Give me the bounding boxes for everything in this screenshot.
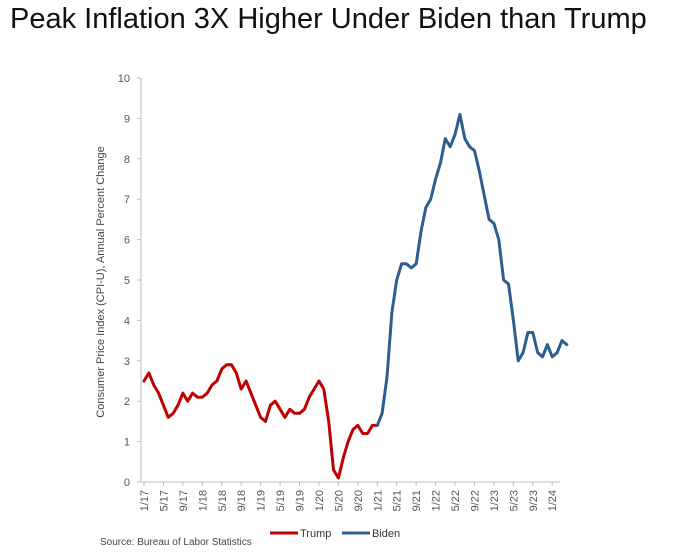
source-note: Source: Bureau of Labor Statistics: [100, 537, 252, 548]
y-axis-label: Consumer Price Index (CPI-U), Annual Per…: [95, 146, 107, 417]
x-tick-label: 9/17: [178, 490, 190, 511]
x-tick-label: 1/18: [197, 490, 209, 511]
series-line-trump: [142, 363, 379, 480]
y-tick-label: 9: [124, 113, 130, 125]
x-tick-label: 5/22: [450, 490, 462, 511]
x-tick-label: 9/18: [236, 490, 248, 511]
y-tick-label: 0: [124, 477, 130, 489]
x-tick-label: 9/23: [528, 490, 540, 511]
y-tick-label: 6: [124, 235, 130, 247]
series-lines: [142, 112, 569, 480]
x-tick-labels: 1/17 5/17 9/17 1/18 5/18 9/18 1/19 5/19 9/19 1/20…: [139, 482, 559, 511]
legend: Trump Biden: [270, 528, 400, 540]
x-tick-label: 9/20: [353, 490, 365, 511]
y-tick-label: 8: [124, 154, 130, 166]
legend-label-biden: Biden: [372, 528, 400, 540]
x-tick-label: 1/24: [547, 490, 559, 511]
x-tick-label: 1/21: [372, 490, 384, 511]
y-tick-label: 10: [118, 73, 130, 85]
x-tick-label: 9/21: [411, 490, 423, 511]
x-tick-label: 5/19: [275, 490, 287, 511]
x-tick-label: 5/17: [158, 490, 170, 511]
y-tick-labels: 0 1 2 3 4 5 6 7 8 9 10: [118, 73, 141, 489]
y-tick-label: 3: [124, 356, 130, 368]
x-tick-label: 1/20: [314, 490, 326, 511]
x-tick-label: 5/21: [392, 490, 404, 511]
x-tick-label: 1/17: [139, 490, 151, 511]
x-tick-label: 5/23: [508, 490, 520, 511]
y-tick-label: 1: [124, 437, 130, 449]
series-line-biden: [375, 112, 569, 427]
x-tick-label: 1/22: [431, 490, 443, 511]
axes: [140, 78, 560, 483]
x-tick-label: 1/23: [489, 490, 501, 511]
y-tick-label: 4: [124, 315, 130, 327]
x-tick-label: 9/22: [469, 490, 481, 511]
y-tick-label: 5: [124, 275, 130, 287]
x-tick-label: 5/20: [333, 490, 345, 511]
legend-label-trump: Trump: [300, 528, 331, 540]
chart-title: Peak Inflation 3X Higher Under Biden tha…: [10, 3, 647, 35]
x-tick-label: 5/18: [217, 490, 229, 511]
x-tick-label: 1/19: [256, 490, 268, 511]
y-tick-label: 7: [124, 194, 130, 206]
y-tick-label: 2: [124, 396, 130, 408]
x-tick-label: 9/19: [295, 490, 307, 511]
